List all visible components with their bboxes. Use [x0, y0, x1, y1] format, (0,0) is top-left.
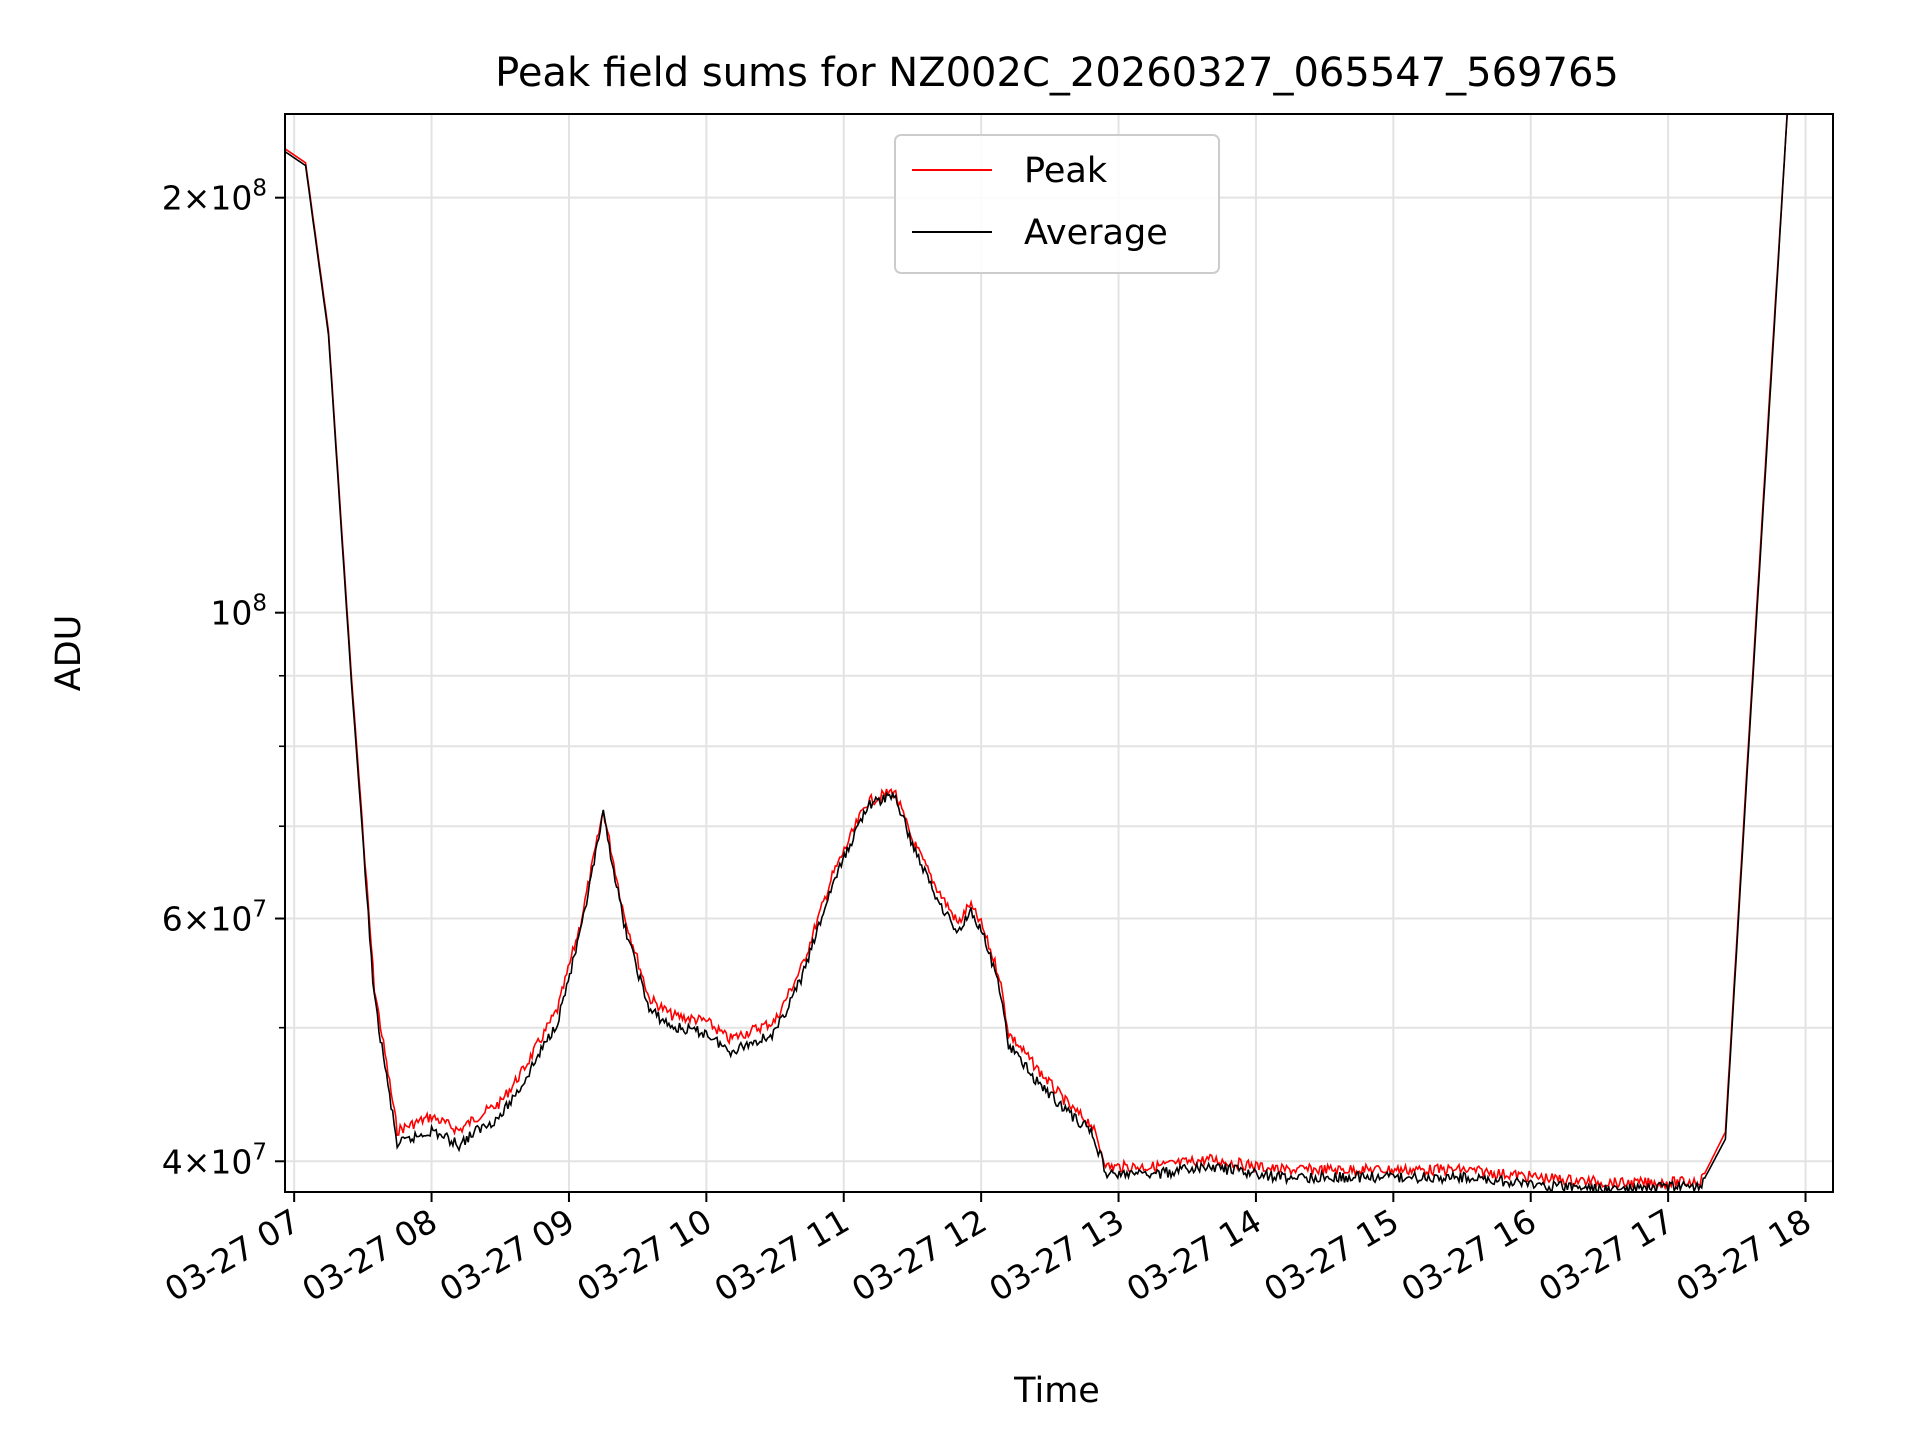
plot-frame: [284, 113, 1834, 1193]
grid: [285, 114, 1833, 1192]
y-tick-label: 2×108: [162, 176, 267, 218]
legend-label-average: Average: [1024, 213, 1168, 253]
x-axis-label: Time: [1013, 1371, 1100, 1411]
series-line-peak: [285, 114, 1788, 1191]
legend-label-peak: Peak: [1024, 151, 1108, 191]
y-tick-label: 4×107: [162, 1139, 267, 1181]
y-tick-label: 6×107: [162, 897, 267, 939]
series-line-average: [285, 114, 1788, 1192]
legend: Peak Average: [894, 134, 1220, 274]
series-layer: [285, 114, 1788, 1192]
chart-title: Peak field sums for NZ002C_20260327_0655…: [495, 50, 1619, 96]
y-axis-label: ADU: [49, 615, 89, 692]
